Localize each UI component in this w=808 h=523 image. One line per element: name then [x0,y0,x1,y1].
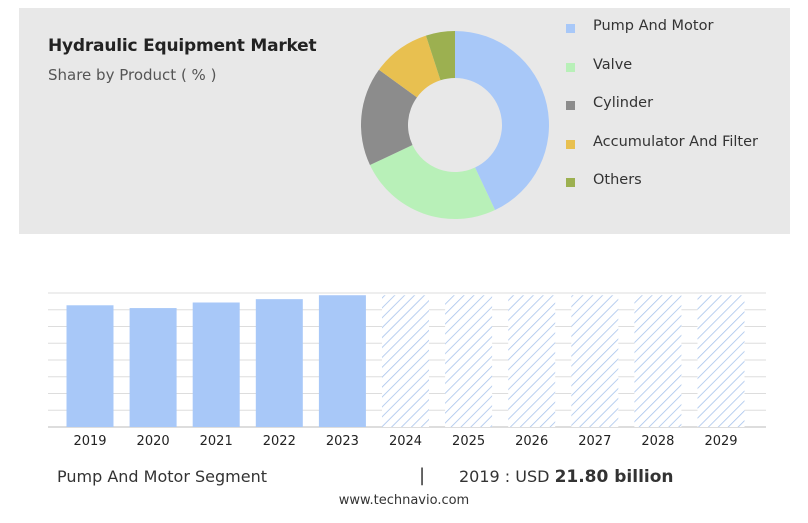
bar-2021 [192,302,240,427]
legend-swatch [566,139,575,149]
bar-2020 [129,308,177,427]
x-tick-label: 2023 [326,434,359,449]
legend-swatch [566,24,575,33]
chart-title: Hydraulic Equipment Market [48,36,317,56]
bar-2026 [508,295,556,427]
segment-value-amount: 21.80 billion [554,467,674,487]
legend-label: Accumulator And Filter [593,133,758,150]
x-tick-label: 2019 [73,434,106,449]
legend-label: Cylinder [593,95,654,111]
legend-swatch [566,101,575,110]
legend-label: Valve [593,56,633,73]
x-tick-label: 2024 [389,434,422,449]
bar-2024 [382,295,429,427]
x-tick-label: 2028 [641,434,674,449]
donut-slice-pump-and-motor [455,31,549,211]
legend-swatch [566,178,575,187]
bar-2028 [634,295,682,427]
bar-2019 [66,305,114,427]
x-tick-label: 2025 [452,434,485,449]
legend-label: Others [593,172,642,188]
donut-slice-accumulator-and-filter [378,35,441,98]
donut-slice-others [425,31,455,81]
donut-chart [361,31,549,219]
x-tick-label: 2026 [515,434,548,449]
segment-label: Pump And Motor Segment [57,467,267,486]
footer-separator: | [419,465,426,486]
segment-value-prefix: 2019 : USD [459,467,555,486]
x-tick-label: 2022 [263,434,296,449]
bar-2022 [255,299,303,427]
website-link[interactable]: www.technavio.com [338,493,470,508]
bar-2023 [318,295,366,427]
segment-value: 2019 : USD 21.80 billion [459,467,674,487]
bar-2027 [571,295,619,427]
donut-slice-valve [369,145,496,219]
legend-swatch [566,62,575,72]
donut-slice-cylinder [361,69,417,166]
x-tick-label: 2027 [578,434,611,449]
legend-label: Pump And Motor [593,18,714,34]
x-tick-label: 2020 [137,434,170,449]
bar-2025 [445,295,493,427]
bar-chart: 2019 2020 2021 2022 2023 2024 2025 2026 2027 2028… [48,292,766,449]
x-tick-label: 2021 [200,434,233,449]
x-tick-label: 2029 [704,434,737,449]
bar-2029 [697,295,745,427]
chart-subtitle: Share by Product ( % ) [48,66,217,84]
